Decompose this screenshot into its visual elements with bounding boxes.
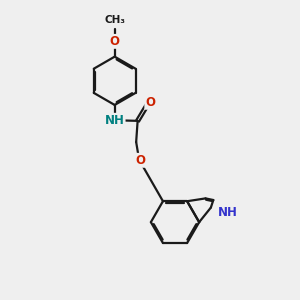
Text: CH₃: CH₃ <box>104 15 125 25</box>
Text: O: O <box>145 96 155 109</box>
Text: NH: NH <box>218 206 238 219</box>
Text: NH: NH <box>105 114 124 127</box>
Text: O: O <box>135 154 145 167</box>
Text: O: O <box>110 35 120 48</box>
